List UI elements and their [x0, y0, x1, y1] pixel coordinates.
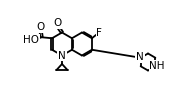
Text: NH: NH	[149, 61, 165, 71]
Text: F: F	[96, 28, 102, 38]
Text: O: O	[53, 18, 62, 28]
Text: N: N	[58, 51, 66, 61]
Text: HO: HO	[23, 35, 39, 45]
Text: O: O	[37, 22, 45, 32]
Text: N: N	[136, 52, 144, 62]
